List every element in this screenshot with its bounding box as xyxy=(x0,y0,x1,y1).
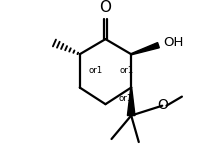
Text: or1: or1 xyxy=(88,66,102,75)
Text: or1: or1 xyxy=(118,94,133,103)
Text: O: O xyxy=(158,98,168,112)
Polygon shape xyxy=(131,43,159,55)
Text: O: O xyxy=(99,0,112,15)
Text: or1: or1 xyxy=(120,66,134,75)
Polygon shape xyxy=(127,88,135,116)
Text: OH: OH xyxy=(163,36,183,49)
